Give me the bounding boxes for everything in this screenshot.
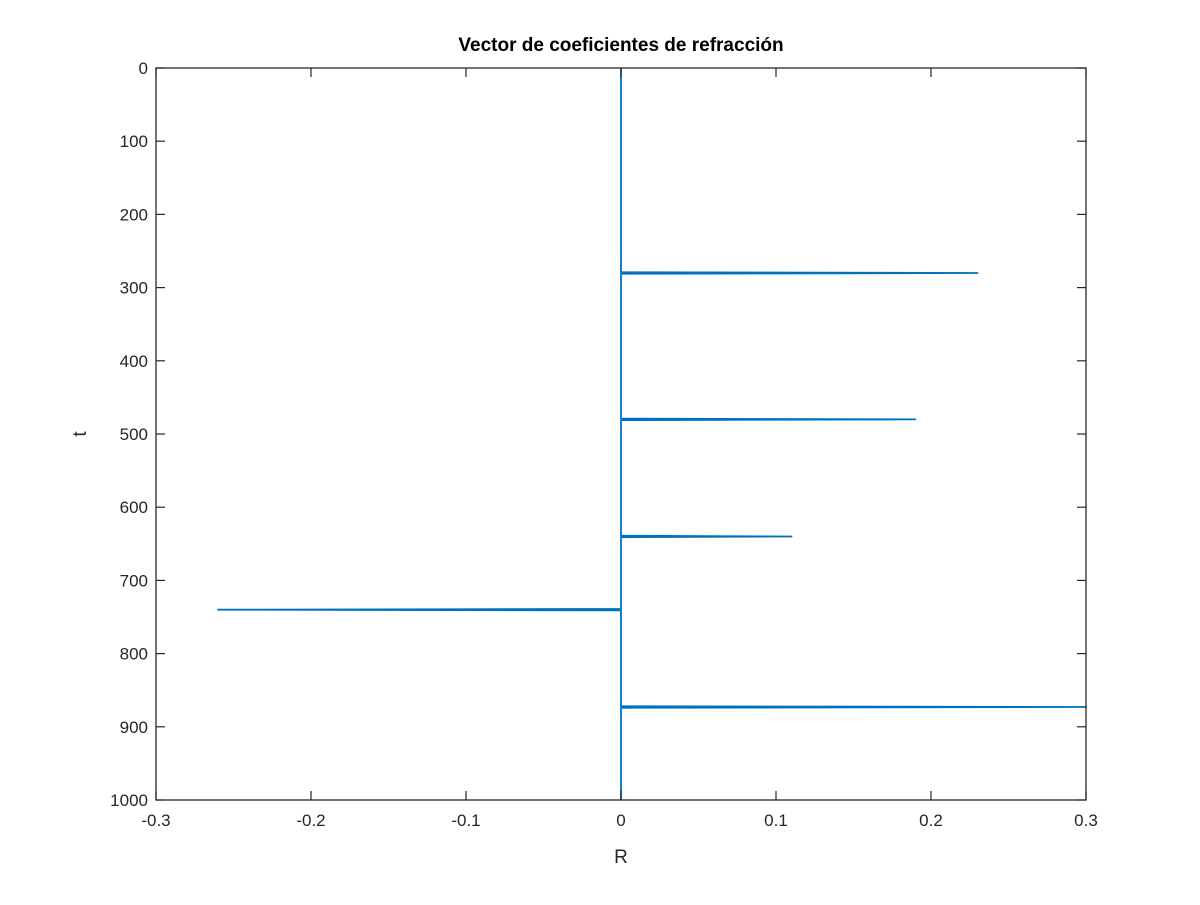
y-tick-label: 500: [120, 425, 148, 444]
y-tick-label: 800: [120, 645, 148, 664]
y-tick-label: 0: [139, 59, 148, 78]
y-tick-label: 200: [120, 205, 148, 224]
y-tick-label: 1000: [110, 791, 148, 810]
series-layer: [217, 68, 1087, 800]
x-axis-label: R: [614, 847, 628, 868]
x-tick-label: 0.3: [1074, 811, 1098, 830]
x-tick-label: -0.1: [451, 811, 480, 830]
series-line: [217, 68, 1087, 800]
x-tick-label: 0: [616, 811, 625, 830]
x-tick-label: 0.1: [764, 811, 788, 830]
y-tick-label: 100: [120, 132, 148, 151]
y-tick-label: 600: [120, 498, 148, 517]
y-tick-label: 300: [120, 279, 148, 298]
x-tick-label: 0.2: [919, 811, 943, 830]
tick-layer: -0.3 -0.2 -0.1 0 0.1 0.2 0.3 0 100 200 300 400 500 60…: [110, 59, 1098, 830]
y-tick-label: 900: [120, 718, 148, 737]
x-tick-label: -0.2: [296, 811, 325, 830]
y-tick-label: 700: [120, 571, 148, 590]
y-axis-label: t: [70, 431, 91, 437]
plot-frame: [155, 67, 1087, 801]
chart-title: Vector de coeficientes de refracción: [458, 35, 783, 56]
x-tick-label: -0.3: [141, 811, 170, 830]
y-tick-label: 400: [120, 352, 148, 371]
